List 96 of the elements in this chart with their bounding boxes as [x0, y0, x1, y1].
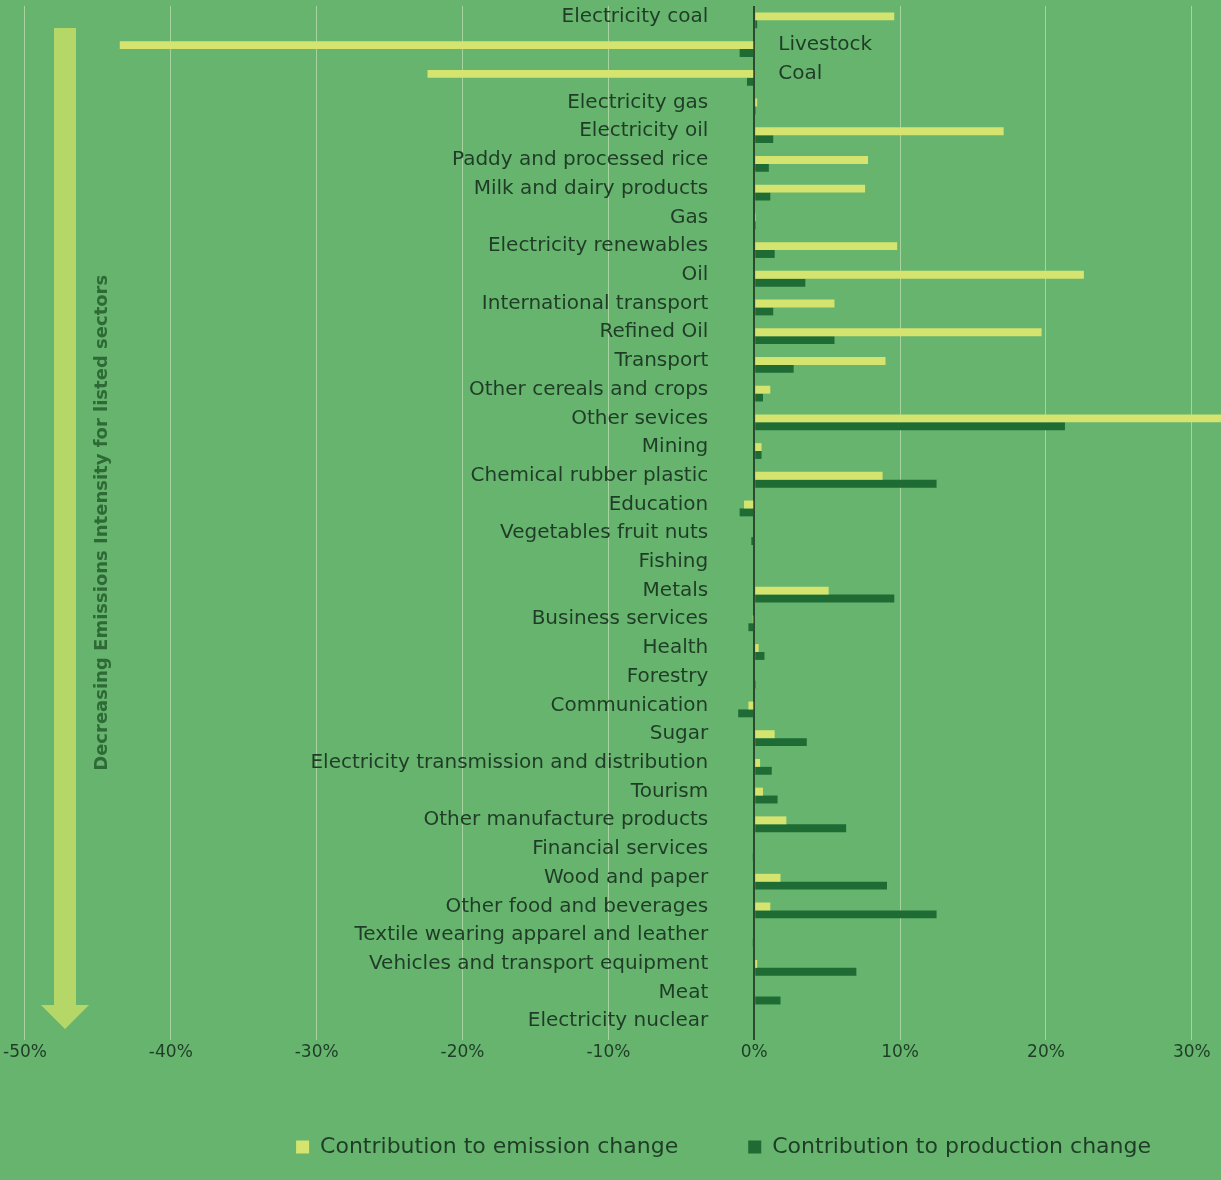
bar [755, 414, 1221, 423]
bar [755, 443, 762, 452]
bar [738, 709, 754, 718]
y-tick-label: Communication [550, 691, 709, 716]
y-tick-label: Electricity oil [579, 117, 709, 142]
y-tick-label: Milk and dairy products [473, 174, 709, 199]
y-tick-label: Sugar [649, 720, 710, 745]
y-tick-label: Other food and beverages [445, 892, 709, 917]
bar [755, 795, 778, 804]
y-tick-label: Other sevices [571, 404, 709, 429]
y-tick-label: Fishing [638, 548, 709, 573]
x-tick-label: -50% [3, 1041, 47, 1062]
y-tick-label: Vegetables fruit nuts [500, 519, 709, 544]
bar [755, 135, 774, 144]
y-tick-label: Textile wearing apparel and leather [353, 921, 710, 946]
bar [755, 336, 835, 345]
bar [755, 192, 771, 201]
y-tick-label: Other manufacture products [423, 806, 709, 831]
legend-label: Contribution to emission change [320, 1132, 679, 1158]
bar [739, 508, 754, 517]
y-tick-label: Metals [642, 576, 709, 601]
bar [755, 328, 1042, 337]
y-tick-label: Meat [658, 978, 709, 1003]
bar [755, 250, 775, 258]
bar [755, 156, 869, 164]
bar [755, 12, 895, 21]
bar [755, 278, 806, 287]
bar [755, 758, 761, 767]
x-tick-label: 0% [740, 1041, 768, 1062]
x-tick-label: 10% [881, 1041, 920, 1062]
y-tick-label: Education [608, 490, 709, 515]
y-tick-label: Other cereals and crops [469, 375, 709, 400]
bar [755, 881, 887, 890]
bar [755, 738, 807, 747]
bar [746, 77, 754, 86]
bar [755, 910, 937, 919]
x-tick-label: -40% [148, 1041, 193, 1062]
y-tick-label: Tourism [629, 777, 709, 802]
bar [748, 701, 754, 710]
bar [755, 873, 781, 882]
y-tick-label: Refined Oil [599, 318, 709, 343]
y-tick-label: International transport [481, 289, 709, 314]
y-tick-label: Oil [681, 260, 709, 285]
bar [755, 652, 765, 660]
bar [755, 471, 883, 480]
legend-label: Contribution to production change [772, 1132, 1152, 1158]
y-tick-label: Coal [778, 59, 823, 84]
y-tick-label: Transport [613, 347, 709, 372]
y-tick-label: Chemical rubber plastic [470, 461, 709, 486]
bar [755, 356, 886, 365]
y-tick-label: Electricity renewables [487, 232, 709, 257]
x-tick-label: -20% [440, 1041, 485, 1062]
bar [755, 184, 866, 193]
bar [755, 393, 763, 402]
bar [755, 307, 774, 316]
y-tick-label: Gas [670, 203, 709, 228]
bar [755, 385, 771, 394]
y-tick-label: Electricity coal [561, 2, 709, 27]
bar [755, 824, 847, 833]
y-tick-label: Livestock [778, 31, 873, 56]
x-tick-label: -10% [586, 1041, 631, 1062]
bar [755, 996, 781, 1005]
bar [755, 270, 1084, 279]
x-tick-label: 20% [1027, 1041, 1065, 1062]
bar [119, 41, 754, 50]
bar [755, 127, 1004, 136]
bar [755, 967, 857, 976]
y-tick-label: Paddy and processed rice [451, 146, 709, 171]
bar [748, 623, 754, 632]
bar [755, 787, 763, 796]
x-tick-label: -30% [294, 1041, 339, 1062]
bar [755, 644, 759, 652]
y-tick-label: Electricity transmission and distribution [310, 749, 709, 774]
y-tick-label: Forestry [626, 662, 709, 687]
bar [755, 422, 1065, 431]
y-tick-label: Financial services [532, 835, 709, 860]
annotation: Decreasing Emissions Intensity for listed sectors [89, 274, 111, 771]
bar [755, 730, 775, 739]
bar [755, 816, 787, 825]
bar [755, 364, 794, 373]
y-tick-label: Business services [531, 605, 709, 630]
bar [755, 479, 937, 488]
x-tick-label: 30% [1172, 1041, 1211, 1062]
bar [427, 69, 754, 78]
y-tick-label: Electricity gas [567, 88, 709, 113]
y-tick-label: Wood and paper [543, 863, 710, 888]
y-tick-label: Mining [641, 433, 709, 458]
bar [755, 586, 829, 595]
y-tick-label: Vehicles and transport equipment [368, 950, 709, 975]
y-tick-label: Health [642, 634, 709, 659]
bar [755, 451, 762, 459]
bar [755, 766, 772, 775]
bar [755, 242, 898, 251]
y-tick-label: Electricity nuclear [527, 1007, 710, 1032]
bar [755, 163, 769, 172]
bar [739, 49, 754, 57]
